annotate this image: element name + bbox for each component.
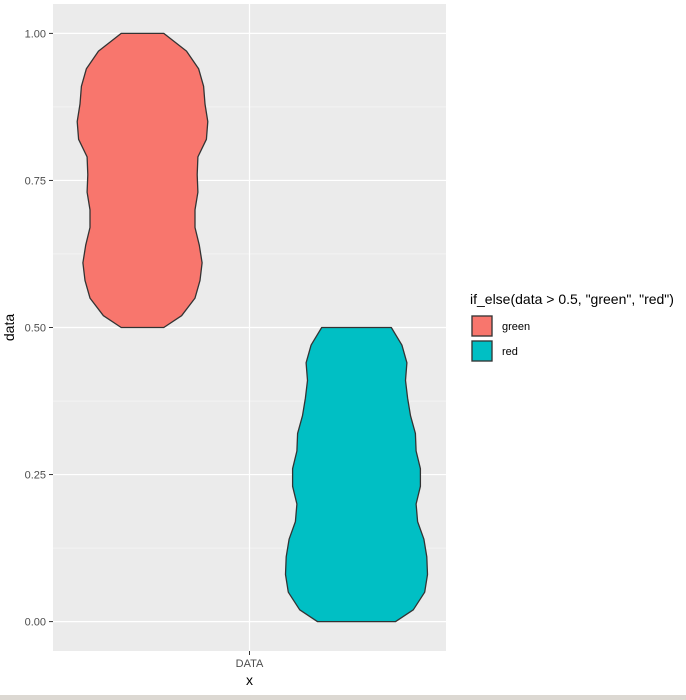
legend-title: if_else(data > 0.5, "green", "red"): [470, 291, 674, 307]
violin-red: [284, 326, 429, 623]
legend-key-red: [471, 340, 493, 362]
y-axis-title: data: [1, 314, 17, 341]
legend-key-green: [471, 315, 493, 337]
legend-label: green: [502, 321, 530, 333]
y-tick-label: 0.50: [25, 323, 46, 335]
y-tick-label: 1.00: [25, 28, 46, 40]
x-tick-label: DATA: [236, 658, 264, 670]
x-axis-title: x: [246, 672, 253, 688]
y-tick-label: 0.75: [25, 175, 46, 187]
y-tick-label: 0.00: [25, 617, 46, 629]
bottom-strip: [0, 695, 686, 700]
legend-label: red: [502, 346, 518, 358]
violin-green: [76, 32, 209, 329]
y-tick-label: 0.25: [25, 470, 46, 482]
